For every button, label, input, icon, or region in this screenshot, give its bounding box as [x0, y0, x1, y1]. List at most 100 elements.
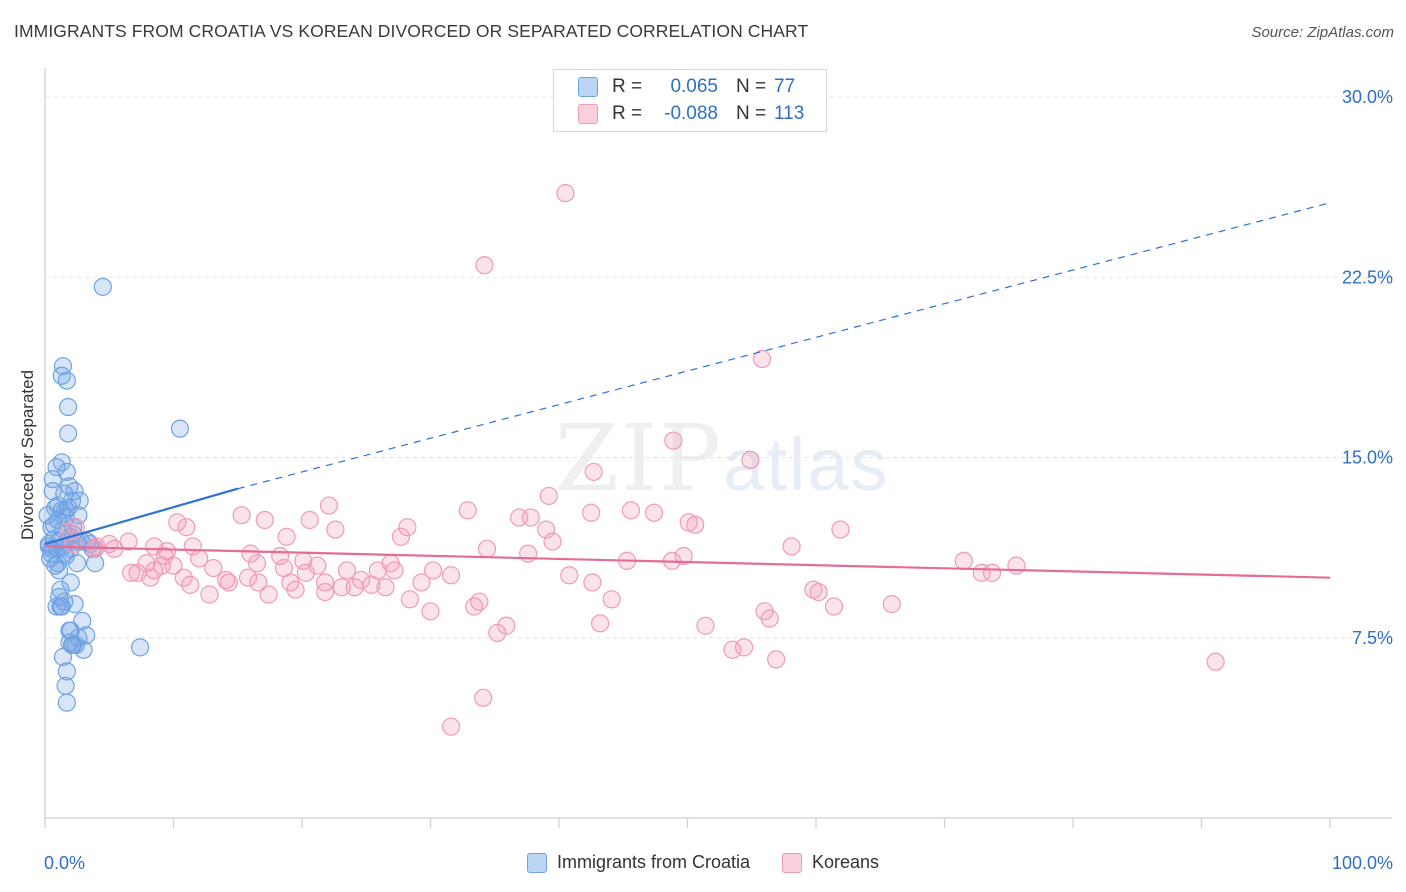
watermark-zip: ZIP — [555, 405, 724, 512]
koreans-point — [200, 585, 219, 604]
croatia-point — [69, 628, 88, 647]
koreans-point — [391, 527, 411, 546]
koreans-point — [241, 544, 260, 563]
croatia-point — [42, 539, 61, 558]
koreans-point — [421, 602, 440, 621]
koreans-point — [488, 623, 507, 643]
koreans-point — [621, 501, 641, 520]
koreans-point — [954, 551, 973, 570]
croatia-point — [61, 573, 80, 592]
koreans-point — [696, 616, 715, 635]
koreans-point — [308, 556, 327, 575]
r-value: -0.088 — [664, 103, 718, 124]
koreans-point — [1007, 556, 1026, 575]
legend-row-croatia: R = 0.065 N = 77 — [578, 75, 795, 99]
koreans-point — [423, 561, 443, 580]
croatia-points — [38, 277, 190, 712]
koreans-point — [316, 573, 335, 592]
koreans-point — [582, 503, 601, 522]
koreans-point — [831, 520, 850, 539]
koreans-point — [352, 570, 371, 590]
croatia-point — [52, 597, 71, 616]
legend-item-koreans[interactable]: Koreans — [782, 852, 879, 873]
koreans-point — [824, 597, 844, 616]
koreans-point — [539, 486, 558, 506]
koreans-point — [537, 520, 556, 539]
koreans-point — [400, 590, 420, 609]
y-tick-label: 30.0% — [1342, 87, 1393, 107]
croatia-swatch — [578, 77, 598, 97]
croatia-point — [52, 453, 71, 472]
koreans-point — [560, 566, 579, 585]
tick-labels: 7.5% 15.0% 22.5% 30.0% 0.0% 100.0% — [44, 87, 1393, 873]
croatia-point — [61, 621, 80, 640]
koreans-point — [465, 597, 484, 616]
koreans-points — [59, 184, 1225, 736]
koreans-point — [519, 544, 538, 563]
koreans-point — [255, 510, 274, 530]
koreans-point — [591, 614, 610, 633]
trend-lines — [44, 202, 1331, 579]
croatia-point — [170, 419, 190, 438]
croatia-trend-line — [44, 487, 239, 546]
koreans-point — [412, 573, 431, 592]
koreans-point — [277, 527, 296, 546]
koreans-point — [319, 496, 339, 515]
koreans-point — [882, 595, 901, 614]
koreans-point — [782, 537, 801, 556]
croatia-point — [57, 693, 76, 712]
koreans-point — [281, 573, 300, 592]
koreans-point — [300, 510, 319, 530]
watermark-atlas: atlas — [723, 423, 890, 506]
y-tick-label: 22.5% — [1342, 267, 1393, 287]
croatia-point — [43, 470, 62, 489]
x-tick-label: 100.0% — [1332, 853, 1393, 873]
croatia-point — [68, 554, 87, 573]
n-label: N = — [736, 76, 767, 97]
koreans-point — [119, 532, 138, 551]
koreans-point — [475, 256, 494, 275]
koreans-trend-line — [44, 545, 1331, 579]
croatia-point — [130, 638, 150, 657]
legend-item-croatia[interactable]: Immigrants from Croatia — [526, 852, 750, 873]
legend-label-croatia: Immigrants from Croatia — [556, 852, 750, 872]
r-value: 0.065 — [670, 76, 718, 97]
koreans-point — [316, 582, 335, 602]
koreans-point — [219, 573, 238, 592]
koreans-point — [458, 501, 477, 520]
n-value: 77 — [774, 76, 796, 97]
koreans-point — [723, 640, 742, 659]
koreans-point — [674, 546, 693, 566]
koreans-point — [157, 542, 177, 561]
koreans-point — [474, 688, 493, 707]
n-label: N = — [736, 103, 767, 124]
koreans-point — [664, 431, 683, 450]
koreans-point — [232, 506, 251, 525]
koreans-point — [249, 573, 268, 592]
koreans-point — [644, 503, 664, 522]
axes — [44, 68, 1392, 828]
legend-label-koreans: Koreans — [812, 852, 880, 872]
koreans-point — [121, 563, 141, 582]
y-axis-label: Divorced or Separated — [18, 369, 37, 541]
koreans-point — [398, 518, 417, 537]
koreans-point — [168, 513, 187, 532]
koreans-point — [337, 561, 357, 580]
koreans-point — [259, 585, 278, 604]
koreans-point — [583, 573, 602, 592]
croatia-legend-swatch — [526, 852, 547, 873]
koreans-point — [376, 578, 395, 597]
koreans-point — [804, 580, 823, 599]
koreans-point — [181, 575, 200, 594]
y-tick-label: 7.5% — [1352, 628, 1393, 648]
koreans-point — [477, 539, 497, 558]
croatia-point — [59, 397, 78, 417]
source-credit: Source: ZipAtlas.com — [1251, 24, 1394, 41]
croatia-point — [93, 277, 112, 296]
koreans-point — [247, 554, 267, 573]
koreans-point — [755, 602, 774, 621]
y-tick-label: 15.0% — [1342, 448, 1393, 468]
koreans-point — [972, 563, 991, 582]
croatia-point — [59, 424, 78, 443]
